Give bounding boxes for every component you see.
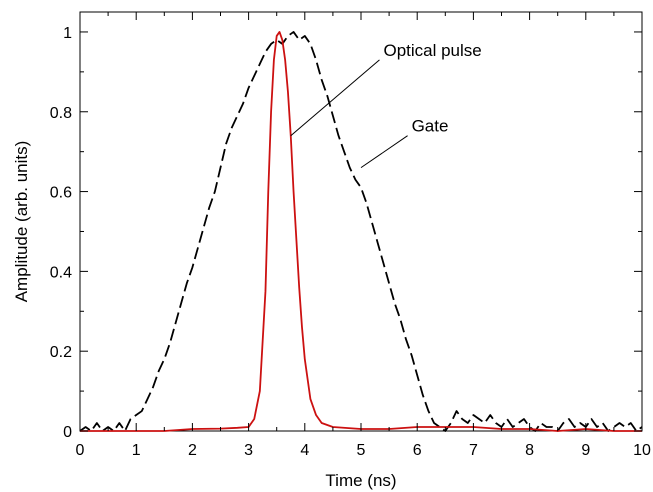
x-tick-label: 5	[357, 442, 366, 459]
y-tick-label: 1	[63, 25, 72, 42]
series-group	[79, 31, 643, 432]
x-axis-label: Time (ns)	[325, 471, 396, 490]
x-tick-label: 10	[633, 442, 651, 459]
y-tick-label: 0.4	[50, 264, 72, 281]
x-tick-label: 4	[300, 442, 309, 459]
y-axis-label: Amplitude (arb. units)	[12, 141, 31, 303]
annotation-label: Gate	[412, 117, 449, 136]
y-tick-label: 0.6	[50, 185, 72, 202]
x-axis-ticks: 0 1 2 3 4 5 6 7 8 9 10	[76, 12, 651, 459]
x-tick-label: 0	[76, 442, 85, 459]
plot-area: 0 1 2 3 4 5 6 7 8 9 10 0 0.2 0.4 0.6 0.8 1 Optical puls…	[50, 11, 651, 459]
x-tick-label: 8	[525, 442, 534, 459]
y-axis-ticks: 0 0.2 0.4 0.6 0.8 1	[50, 25, 642, 441]
x-tick-label: 9	[581, 442, 590, 459]
y-tick-label: 0	[63, 424, 72, 441]
optical-series-line	[80, 31, 642, 432]
x-tick-label: 6	[413, 442, 422, 459]
y-tick-label: 0.2	[50, 344, 72, 361]
x-tick-label: 7	[469, 442, 478, 459]
annotation-leader-line	[290, 59, 380, 137]
annotation-leader-line	[360, 135, 408, 169]
annotations: Optical pulse Gate	[290, 41, 482, 169]
x-tick-label: 1	[132, 442, 141, 459]
annotation-label: Optical pulse	[383, 41, 481, 60]
x-tick-label: 2	[188, 442, 197, 459]
gate-series-line	[79, 31, 643, 432]
plot-frame	[79, 11, 643, 432]
y-tick-label: 0.8	[50, 105, 72, 122]
x-tick-label: 3	[244, 442, 253, 459]
